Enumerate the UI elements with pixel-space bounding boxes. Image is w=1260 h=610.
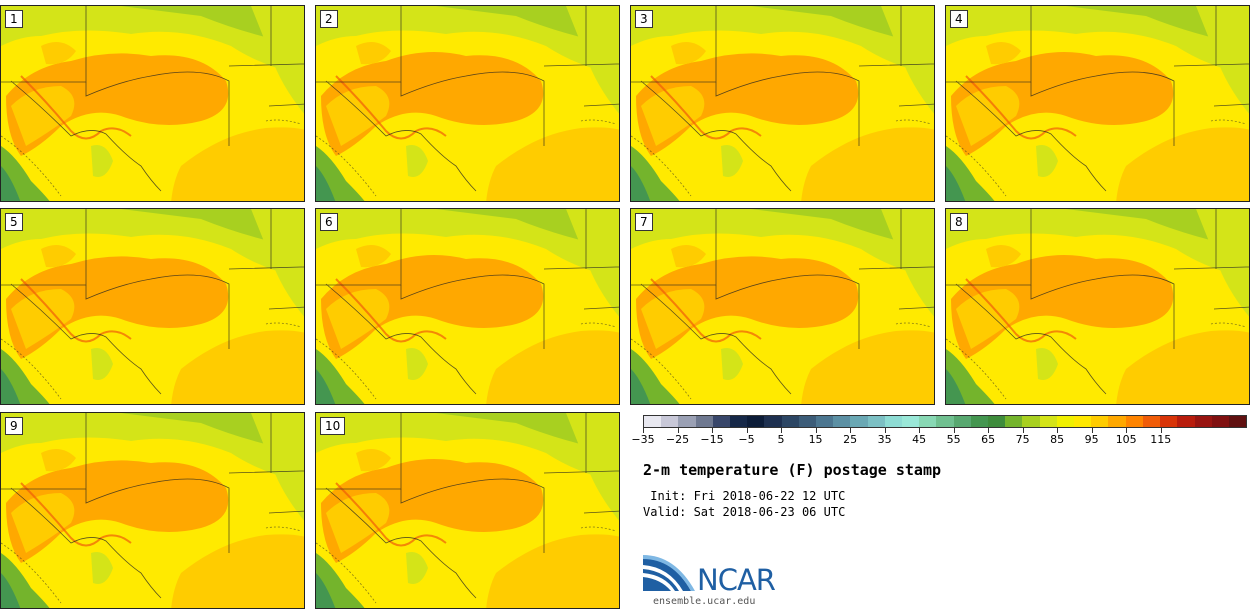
- colorbar-tick: [953, 428, 955, 433]
- colorbar-swatch: [1142, 416, 1161, 427]
- colorbar-tick: [1091, 428, 1093, 433]
- ensemble-member-map: 10: [315, 412, 620, 609]
- colorbar-tick-label: 55: [946, 433, 961, 446]
- member-number-label: 10: [320, 417, 346, 435]
- colorbar-swatch: [1177, 416, 1195, 427]
- ncar-logo-text: NCAR: [697, 563, 776, 597]
- colorbar-swatch: [919, 416, 937, 427]
- valid-time: Valid: Sat 2018-06-23 06 UTC: [643, 505, 846, 519]
- colorbar-tick-label: −15: [700, 433, 724, 446]
- ensemble-member-map: 8: [945, 208, 1250, 405]
- colorbar-swatch: [988, 416, 1006, 427]
- colorbar-swatch: [730, 416, 748, 427]
- colorbar-swatch: [884, 416, 903, 427]
- member-number-label: 8: [950, 213, 968, 231]
- colorbar-swatch: [1211, 416, 1229, 427]
- colorbar-tick-label: −5: [738, 433, 755, 446]
- member-number-label: 2: [320, 10, 338, 28]
- colorbar-swatch: [953, 416, 971, 427]
- ensemble-member-map: 2: [315, 5, 620, 202]
- colorbar-tick: [850, 428, 852, 433]
- colorbar-swatch: [678, 416, 696, 427]
- colorbar-tick: [746, 428, 748, 433]
- colorbar-tick: [1057, 428, 1059, 433]
- colorbar-swatch: [970, 416, 989, 427]
- colorbar-tick-label: 35: [877, 433, 892, 446]
- colorbar-swatch: [1039, 416, 1057, 427]
- plot-title: 2-m temperature (F) postage stamp: [643, 461, 942, 479]
- ensemble-member-map: 9: [0, 412, 305, 609]
- ensemble-member-map: 5: [0, 208, 305, 405]
- colorbar-swatch: [1005, 416, 1023, 427]
- colorbar-swatch: [816, 416, 834, 427]
- colorbar-tick-label: 45: [912, 433, 927, 446]
- logo-url: ensemble.ucar.edu: [653, 596, 756, 607]
- colorbar-swatch: [644, 416, 662, 427]
- colorbar-tick-label: 95: [1084, 433, 1099, 446]
- colorbar-swatch: [1228, 416, 1247, 427]
- colorbar-swatch: [1056, 416, 1075, 427]
- member-number-label: 5: [5, 213, 23, 231]
- member-number-label: 4: [950, 10, 968, 28]
- colorbar-swatch: [850, 416, 868, 427]
- colorbar-swatch: [1091, 416, 1109, 427]
- colorbar-tick-label: 25: [843, 433, 858, 446]
- colorbar-swatch: [867, 416, 885, 427]
- member-number-label: 9: [5, 417, 23, 435]
- colorbar-tick-label: 65: [981, 433, 996, 446]
- colorbar-swatch: [1108, 416, 1126, 427]
- colorbar-swatch: [798, 416, 817, 427]
- temperature-colorbar: [643, 415, 1247, 428]
- colorbar-tick: [677, 428, 679, 433]
- colorbar-tick: [643, 428, 644, 433]
- colorbar-swatch: [902, 416, 920, 427]
- colorbar-tick: [988, 428, 990, 433]
- colorbar-swatch: [695, 416, 713, 427]
- member-number-label: 1: [5, 10, 23, 28]
- colorbar-tick-label: −25: [665, 433, 690, 446]
- colorbar-tick-label: 5: [777, 433, 785, 446]
- colorbar-tick: [712, 428, 714, 433]
- colorbar-tick-label: 85: [1050, 433, 1065, 446]
- member-number-label: 3: [635, 10, 653, 28]
- colorbar-tick: [1160, 428, 1162, 433]
- colorbar-tick-label: 75: [1015, 433, 1030, 446]
- colorbar-swatch: [1074, 416, 1092, 427]
- colorbar-tick-label: 115: [1150, 433, 1172, 446]
- colorbar-tick: [884, 428, 886, 433]
- colorbar-swatch: [747, 416, 765, 427]
- member-number-label: 6: [320, 213, 338, 231]
- colorbar-swatch: [1125, 416, 1143, 427]
- colorbar-tick: [781, 428, 783, 433]
- ncar-logo-icon: [643, 555, 695, 591]
- colorbar-tick: [1126, 428, 1128, 433]
- colorbar-tick: [815, 428, 817, 433]
- colorbar-swatch: [1194, 416, 1212, 427]
- colorbar-swatch: [712, 416, 731, 427]
- colorbar-tick-label: −35: [631, 433, 655, 446]
- colorbar-tick-label: 15: [808, 433, 823, 446]
- ensemble-member-map: 3: [630, 5, 935, 202]
- colorbar-swatch: [781, 416, 799, 427]
- ensemble-member-map: 1: [0, 5, 305, 202]
- colorbar-swatch: [833, 416, 851, 427]
- ensemble-member-map: 7: [630, 208, 935, 405]
- colorbar-swatch: [764, 416, 782, 427]
- ensemble-member-map: 6: [315, 208, 620, 405]
- init-time: Init: Fri 2018-06-22 12 UTC: [643, 489, 846, 503]
- ensemble-member-map: 4: [945, 5, 1250, 202]
- colorbar-swatch: [1160, 416, 1178, 427]
- colorbar-swatch: [661, 416, 679, 427]
- colorbar-tick: [1022, 428, 1024, 433]
- member-number-label: 7: [635, 213, 653, 231]
- colorbar-tick-label: 105: [1115, 433, 1137, 446]
- colorbar-tick: [919, 428, 921, 433]
- colorbar-swatch: [936, 416, 954, 427]
- colorbar-swatch: [1022, 416, 1040, 427]
